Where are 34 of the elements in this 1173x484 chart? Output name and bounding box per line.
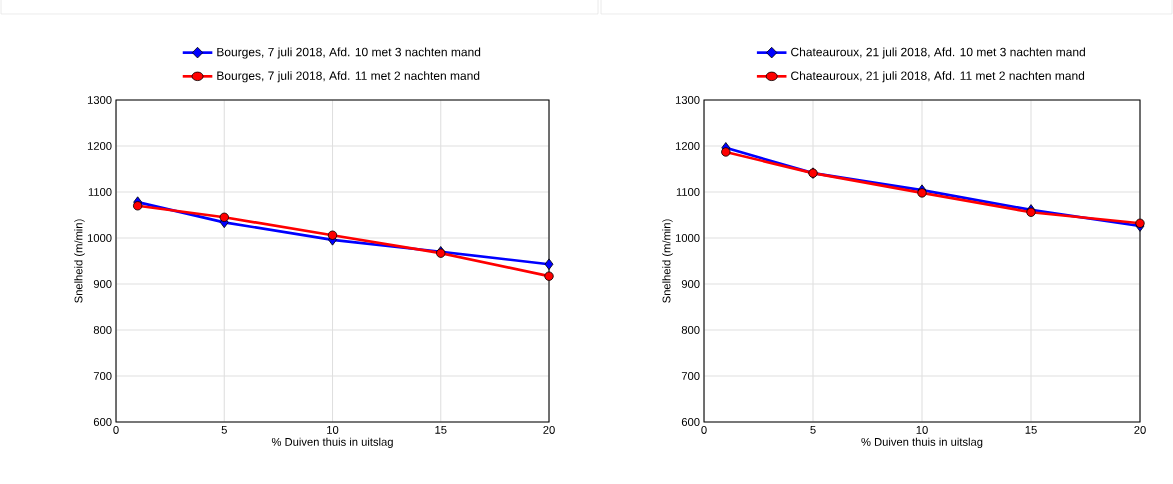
legend-label: Chateauroux, 21 juli 2018, Afd. 11 met 2 nachten mand (791, 71, 1085, 83)
y-tick-label: 1100 (88, 188, 112, 196)
y-tick-label: 1200 (675, 142, 700, 150)
x-tick-label: 0 (113, 425, 119, 434)
y-axis-title: Snelheid (m/min) (74, 219, 85, 303)
x-tick-label: 15 (1025, 425, 1037, 434)
y-tick-label: 1100 (676, 188, 700, 196)
x-tick-label: 20 (1134, 425, 1146, 434)
y-tick-label: 600 (681, 418, 700, 426)
legend-label: Bourges, 7 juli 2018, Afd. 10 met 3 nachten mand (217, 47, 481, 59)
x-tick-label: 5 (810, 425, 816, 434)
y-tick-label: 800 (93, 326, 112, 334)
y-tick-label: 900 (681, 280, 700, 288)
x-tick-label: 20 (543, 425, 555, 434)
x-tick-label: 10 (327, 425, 339, 434)
y-tick-label: 600 (93, 418, 112, 426)
y-tick-label: 1000 (675, 234, 700, 242)
y-axis-title: Snelheid (m/min) (662, 219, 673, 303)
x-tick-label: 0 (701, 425, 707, 434)
x-tick-label: 15 (435, 425, 447, 434)
y-tick-label: 700 (681, 372, 700, 380)
y-tick-label: 800 (681, 326, 700, 334)
y-tick-label: 1000 (87, 234, 112, 242)
y-tick-label: 1300 (675, 96, 700, 104)
legend-label: Bourges, 7 juli 2018, Afd. 11 met 2 nachten mand (217, 71, 480, 83)
y-tick-label: 900 (93, 280, 112, 288)
y-tick-label: 700 (93, 372, 112, 380)
x-axis-title: % Duiven thuis in uitslag (271, 437, 393, 449)
x-axis-title: % Duiven thuis in uitslag (861, 437, 983, 449)
x-tick-label: 10 (916, 425, 928, 434)
x-tick-label: 5 (221, 425, 227, 434)
legend-label: Chateauroux, 21 juli 2018, Afd. 10 met 3 nachten mand (791, 47, 1085, 59)
y-tick-label: 1300 (87, 96, 112, 104)
y-tick-label: 1200 (87, 142, 112, 150)
